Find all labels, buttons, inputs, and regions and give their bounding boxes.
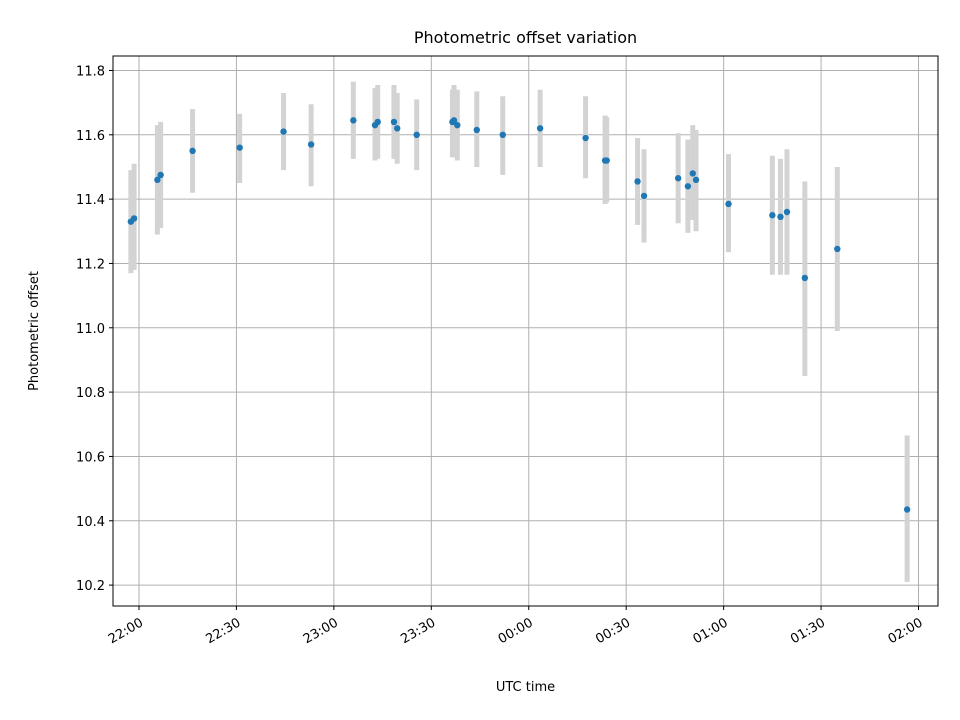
data-point: [725, 200, 732, 208]
data-point: [783, 208, 791, 216]
data-point: [130, 215, 138, 222]
x-tick-label: 22:00: [106, 615, 146, 647]
y-tick-label: 10.2: [76, 579, 105, 594]
y-axis-label: Photometric offset: [27, 271, 42, 391]
x-tick-label: 01:00: [691, 615, 731, 647]
data-point: [473, 126, 480, 134]
data-point: [374, 118, 381, 126]
data-point: [154, 176, 161, 184]
x-tick-label: 01:30: [788, 615, 828, 647]
data-point: [674, 175, 682, 182]
data-point: [640, 192, 648, 200]
data-point: [390, 118, 398, 126]
y-tick-label: 10.8: [76, 386, 105, 401]
plot-frame: [112, 55, 939, 607]
y-tick-label: 11.4: [76, 193, 105, 208]
chart-title: Photometric offset variation: [414, 28, 637, 47]
data-point: [834, 245, 841, 253]
data-point: [536, 125, 544, 132]
y-tick-label: 11.6: [76, 129, 105, 144]
data-point: [307, 141, 315, 148]
y-tick-label: 11.2: [76, 257, 105, 272]
y-tick-label: 11.0: [76, 322, 105, 337]
data-point: [603, 157, 610, 164]
data-point: [350, 117, 357, 124]
y-tick-label: 11.8: [76, 64, 105, 79]
y-tick-label: 10.4: [76, 515, 105, 530]
x-tick-label: 00:30: [593, 615, 633, 647]
y-axis-ticks: 10.2 10.4 10.6 10.8 11.0 11.2 11.4 11.6 11.8: [76, 64, 113, 594]
data-point: [769, 212, 776, 219]
x-axis-ticks: 22:00 22:30 23:00 23:30 00:00 00:30 01:00 01:30…: [106, 606, 926, 647]
data-points: [127, 117, 911, 513]
grid-lines: [113, 56, 938, 606]
x-tick-label: 23:00: [301, 615, 341, 647]
data-point: [903, 506, 911, 513]
data-point: [634, 178, 641, 185]
data-point: [454, 121, 461, 129]
data-point: [280, 128, 287, 135]
y-tick-label: 10.6: [76, 450, 105, 465]
data-point: [236, 144, 243, 151]
data-point: [413, 131, 420, 139]
x-axis-label: UTC time: [496, 680, 555, 695]
error-bars: [128, 81, 910, 582]
x-tick-label: 22:30: [203, 615, 243, 647]
data-point: [450, 117, 458, 124]
data-point: [689, 170, 696, 177]
x-tick-label: 02:00: [886, 615, 926, 647]
data-point: [801, 274, 809, 282]
data-point: [684, 183, 692, 190]
data-point: [582, 134, 589, 142]
x-tick-label: 23:30: [398, 615, 438, 647]
data-point: [777, 213, 784, 221]
x-tick-label: 00:00: [496, 615, 536, 647]
data-point: [157, 171, 164, 179]
data-point: [189, 147, 196, 155]
data-point: [499, 131, 506, 139]
data-point: [692, 176, 700, 184]
data-point: [394, 125, 401, 132]
